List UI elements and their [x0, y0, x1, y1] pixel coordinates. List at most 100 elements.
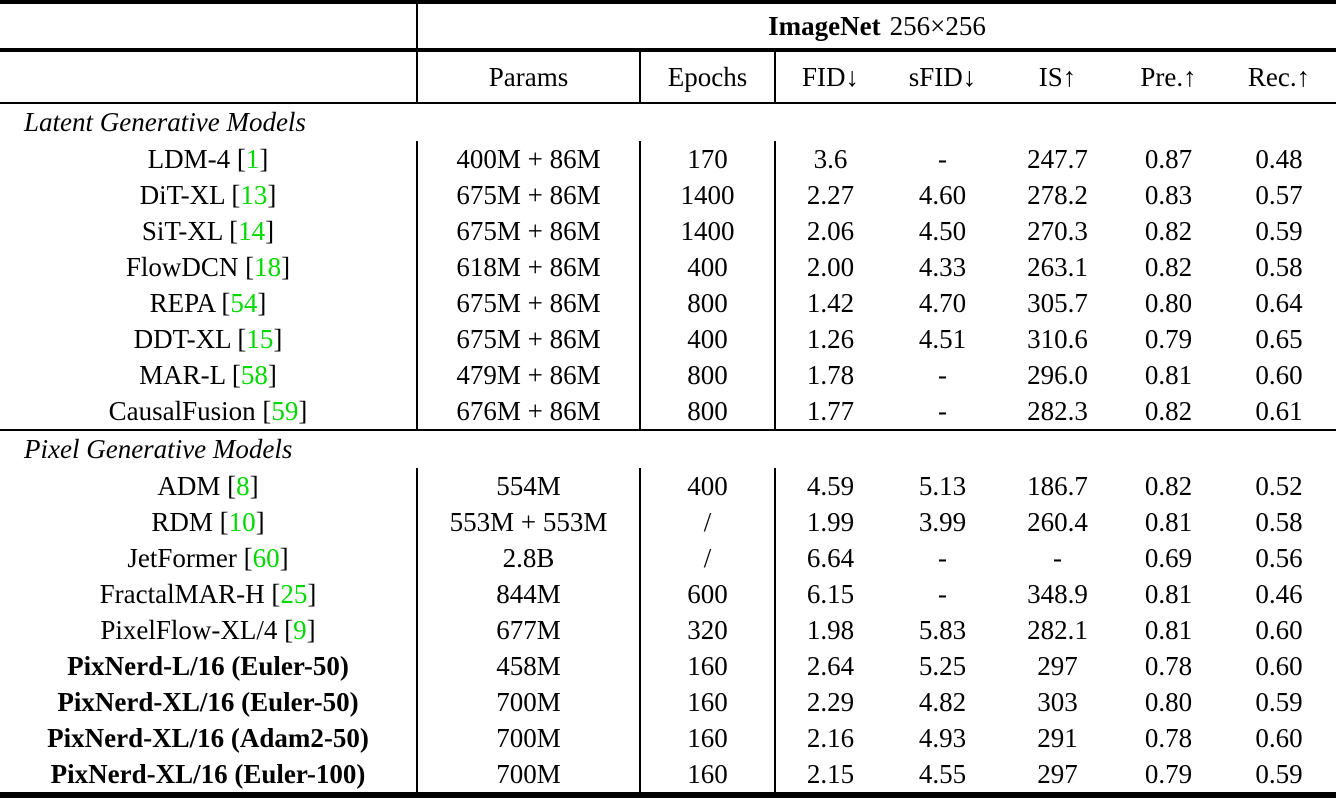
model-name-text: CausalFusion — [108, 395, 256, 426]
citation-link[interactable]: 59 — [271, 395, 299, 426]
model-name-text: PixNerd-L/16 (Euler-50) — [67, 650, 349, 681]
model-name: SiT-XL [14] — [141, 215, 275, 246]
fid-value: 2.16 — [774, 720, 885, 756]
model-name-text: LDM-4 — [147, 143, 231, 174]
epochs-value: 400 — [639, 468, 775, 504]
sfid-value: 4.51 — [918, 323, 967, 354]
table-row: FractalMAR-H [25] 844M 600 6.15 - 348.9 0.81 0.… — [0, 576, 1336, 612]
fid-value: 6.64 — [774, 540, 885, 576]
table-body: ImageNet 256×256 Params Epochs FID↓ sFID↓… — [0, 4, 1336, 792]
params-value: 675M + 86M — [416, 177, 640, 213]
table-row: REPA [54] 675M + 86M 800 1.42 4.70 305.7 0.80 0… — [0, 285, 1336, 321]
is-value: 278.2 — [1027, 179, 1088, 210]
sfid-value: 4.70 — [918, 287, 967, 318]
model-name: PixNerd-L/16 (Euler-50) — [0, 648, 417, 684]
citation-link[interactable]: 15 — [246, 323, 274, 354]
is-value: 282.3 — [1027, 395, 1088, 426]
section-header-row: Latent Generative Models — [0, 103, 1336, 141]
citation-link[interactable]: 60 — [252, 542, 280, 573]
table-row: DiT-XL [13] 675M + 86M 1400 2.27 4.60 278.2 0.… — [0, 177, 1336, 213]
citation-link[interactable]: 10 — [228, 506, 256, 537]
citation-link[interactable]: 13 — [240, 179, 268, 210]
epochs-value: 400 — [639, 249, 775, 285]
fid-value: 2.27 — [774, 177, 885, 213]
model-name-text: JetFormer — [127, 542, 237, 573]
is-value: 296.0 — [1027, 359, 1088, 390]
model-name: LDM-4 [1] — [147, 143, 269, 174]
precision-value: 0.81 — [1144, 614, 1193, 645]
section-label: Latent Generative Models — [24, 107, 306, 137]
sfid-value: 5.83 — [918, 614, 967, 645]
is-value: 282.1 — [1027, 614, 1088, 645]
model-name: REPA [54] — [149, 287, 267, 318]
table-row: PixNerd-XL/16 (Euler-100) 700M 160 2.15 4.55… — [0, 756, 1336, 792]
dataset-name: ImageNet — [768, 10, 881, 41]
recall-value: 0.57 — [1255, 179, 1303, 210]
model-name-text: DDT-XL — [133, 323, 231, 354]
sfid-value: - — [938, 542, 947, 573]
recall-value: 0.59 — [1255, 758, 1303, 789]
epochs-value: 1400 — [639, 213, 775, 249]
sfid-value: 4.55 — [918, 758, 967, 789]
sfid-value: - — [938, 395, 947, 426]
citation-link[interactable]: 8 — [236, 470, 250, 501]
citation-link[interactable]: 18 — [254, 251, 282, 282]
recall-value: 0.58 — [1255, 251, 1303, 282]
is-value: 263.1 — [1027, 251, 1088, 282]
recall-value: 0.60 — [1255, 650, 1303, 681]
epochs-value: 160 — [639, 720, 775, 756]
params-value: 676M + 86M — [416, 393, 640, 430]
precision-value: 0.80 — [1144, 287, 1193, 318]
params-value: 479M + 86M — [416, 357, 640, 393]
params-column-header: Params — [416, 50, 640, 104]
sfid-column-header: sFID↓ — [885, 50, 1000, 104]
is-value: 291 — [1037, 722, 1078, 753]
is-value: 270.3 — [1027, 215, 1088, 246]
recall-value: 0.46 — [1255, 578, 1303, 609]
sfid-value: - — [938, 578, 947, 609]
table-row: SiT-XL [14] 675M + 86M 1400 2.06 4.50 270.3 0.… — [0, 213, 1336, 249]
precision-value: 0.82 — [1144, 395, 1193, 426]
citation-link[interactable]: 9 — [293, 614, 307, 645]
citation-link[interactable]: 54 — [230, 287, 258, 318]
table-row: LDM-4 [1] 400M + 86M 170 3.6 - 247.7 0.87 0.48 — [0, 141, 1336, 177]
fid-value: 4.59 — [774, 468, 885, 504]
column-header-row: Params Epochs FID↓ sFID↓ IS↑ Pre.↑ Rec.↑ — [0, 50, 1336, 104]
precision-value: 0.81 — [1144, 506, 1193, 537]
epochs-value: 170 — [639, 141, 775, 177]
model-name: CausalFusion [59] — [108, 395, 308, 426]
is-column-header: IS↑ — [1000, 50, 1115, 104]
section-header-row: Pixel Generative Models — [0, 429, 1336, 468]
model-name: FlowDCN [18] — [125, 251, 291, 282]
fid-value: 1.99 — [774, 504, 885, 540]
params-value: 554M — [416, 468, 640, 504]
epochs-value: 1400 — [639, 177, 775, 213]
citation-link[interactable]: 58 — [240, 359, 268, 390]
title-row: ImageNet 256×256 — [0, 4, 1336, 52]
model-name: DiT-XL [13] — [139, 179, 277, 210]
model-name: PixNerd-XL/16 (Euler-100) — [0, 756, 417, 792]
precision-value: 0.83 — [1144, 179, 1193, 210]
fid-value: 6.15 — [774, 576, 885, 612]
params-value: 844M — [416, 576, 640, 612]
citation-link[interactable]: 1 — [245, 143, 260, 174]
citation-link[interactable]: 14 — [238, 215, 266, 246]
params-value: 2.8B — [416, 540, 640, 576]
table-row: FlowDCN [18] 618M + 86M 400 2.00 4.33 263.1 0.… — [0, 249, 1336, 285]
params-value: 675M + 86M — [416, 285, 640, 321]
precision-value: 0.79 — [1144, 323, 1193, 354]
params-value: 675M + 86M — [416, 321, 640, 357]
model-name: ADM [8] — [157, 470, 259, 501]
precision-value: 0.82 — [1144, 470, 1193, 501]
sfid-value: 3.99 — [918, 506, 967, 537]
model-name: DDT-XL [15] — [133, 323, 283, 354]
is-value: 297 — [1037, 650, 1078, 681]
fid-value: 1.42 — [774, 285, 885, 321]
params-value: 700M — [416, 756, 640, 792]
citation-link[interactable]: 25 — [280, 578, 308, 609]
epochs-value: 160 — [639, 648, 775, 684]
precision-column-header: Pre.↑ — [1115, 50, 1222, 104]
model-name: PixelFlow-XL/4 [9] — [100, 614, 316, 645]
table-row: PixelFlow-XL/4 [9] 677M 320 1.98 5.83 282.1 0.… — [0, 612, 1336, 648]
fid-value: 2.29 — [774, 684, 885, 720]
